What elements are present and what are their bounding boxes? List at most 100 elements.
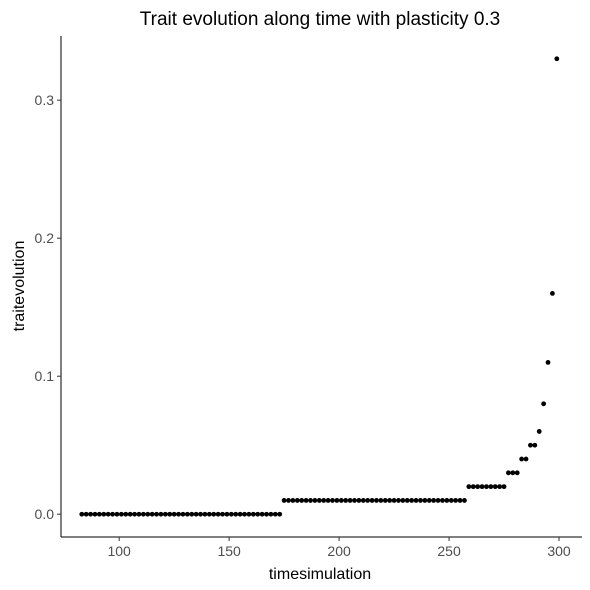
data-point bbox=[211, 511, 217, 517]
data-point bbox=[369, 498, 375, 503]
data-point bbox=[92, 511, 98, 517]
data-point bbox=[457, 498, 463, 503]
data-point bbox=[88, 511, 93, 517]
data-point bbox=[259, 511, 265, 517]
data-point bbox=[514, 470, 520, 476]
data-point bbox=[202, 511, 208, 517]
data-point bbox=[550, 291, 555, 296]
data-point bbox=[83, 511, 89, 517]
data-point bbox=[352, 498, 357, 503]
data-point bbox=[378, 498, 384, 503]
data-point bbox=[453, 498, 459, 503]
data-point bbox=[325, 498, 331, 503]
data-point bbox=[404, 498, 410, 503]
data-point bbox=[382, 498, 388, 503]
data-point bbox=[79, 511, 85, 517]
data-point bbox=[180, 511, 186, 517]
data-point bbox=[184, 511, 190, 517]
data-point bbox=[374, 498, 379, 503]
data-point bbox=[189, 511, 195, 517]
data-point bbox=[523, 456, 529, 462]
data-point bbox=[554, 56, 560, 62]
data-point bbox=[193, 511, 199, 517]
data-point bbox=[330, 498, 335, 503]
data-point bbox=[114, 511, 120, 517]
data-point bbox=[422, 498, 428, 503]
data-point bbox=[396, 498, 401, 503]
chart-title: Trait evolution along time with plastici… bbox=[140, 9, 500, 30]
data-point bbox=[440, 498, 445, 503]
data-point bbox=[532, 442, 538, 448]
data-point bbox=[158, 511, 164, 517]
y-tick-label: 0.0 bbox=[35, 506, 55, 522]
data-point bbox=[281, 498, 287, 503]
data-point bbox=[167, 511, 173, 517]
data-point bbox=[277, 511, 283, 517]
data-point bbox=[360, 498, 366, 503]
data-point bbox=[510, 470, 516, 476]
data-point bbox=[470, 484, 476, 490]
data-point bbox=[171, 511, 177, 517]
data-point bbox=[176, 511, 181, 517]
data-point bbox=[206, 511, 212, 517]
x-tick-label: 150 bbox=[217, 543, 241, 559]
data-point bbox=[519, 456, 525, 462]
data-point bbox=[479, 484, 485, 490]
y-ticks: 0.0 0.1 0.2 0.3 bbox=[35, 92, 61, 522]
data-point bbox=[541, 401, 547, 407]
data-point bbox=[264, 511, 269, 517]
data-point bbox=[224, 511, 230, 517]
data-point bbox=[462, 498, 467, 503]
data-point bbox=[198, 511, 203, 517]
data-point bbox=[484, 484, 489, 490]
data-point bbox=[140, 511, 146, 517]
data-point bbox=[110, 511, 115, 517]
data-point bbox=[268, 511, 274, 517]
data-point bbox=[536, 429, 542, 434]
data-point bbox=[101, 511, 107, 517]
data-point bbox=[528, 442, 533, 448]
data-point bbox=[123, 511, 129, 517]
data-point bbox=[475, 484, 481, 490]
data-point bbox=[338, 498, 344, 503]
data-point bbox=[343, 498, 349, 503]
data-point bbox=[149, 511, 155, 517]
data-point bbox=[400, 498, 406, 503]
data-point bbox=[466, 484, 472, 490]
data-point bbox=[250, 511, 256, 517]
data-point bbox=[145, 511, 151, 517]
data-point bbox=[545, 360, 551, 365]
data-point bbox=[118, 511, 124, 517]
data-point bbox=[96, 511, 102, 517]
data-point bbox=[409, 498, 415, 503]
data-point bbox=[294, 498, 300, 503]
y-tick-label: 0.1 bbox=[35, 368, 55, 384]
data-point bbox=[237, 511, 243, 517]
data-point bbox=[347, 498, 353, 503]
data-point bbox=[308, 498, 313, 503]
data-point bbox=[132, 511, 137, 517]
data-point bbox=[413, 498, 419, 503]
y-tick-label: 0.3 bbox=[35, 92, 55, 108]
data-point bbox=[418, 498, 423, 503]
data-point bbox=[334, 498, 340, 503]
data-point bbox=[497, 484, 503, 490]
data-point bbox=[220, 511, 225, 517]
data-point bbox=[316, 498, 322, 503]
data-point bbox=[228, 511, 234, 517]
data-point bbox=[391, 498, 397, 503]
x-tick-label: 300 bbox=[547, 543, 571, 559]
data-point bbox=[299, 498, 305, 503]
data-point bbox=[444, 498, 450, 503]
data-point bbox=[506, 470, 511, 476]
data-point bbox=[272, 511, 278, 517]
y-tick-label: 0.2 bbox=[35, 230, 55, 246]
x-tick-label: 200 bbox=[327, 543, 351, 559]
data-point bbox=[492, 484, 498, 490]
data-point bbox=[435, 498, 441, 503]
data-point bbox=[387, 498, 393, 503]
y-axis-label: traitevolution bbox=[11, 241, 28, 332]
x-axis-label: timesimulation bbox=[269, 566, 371, 583]
